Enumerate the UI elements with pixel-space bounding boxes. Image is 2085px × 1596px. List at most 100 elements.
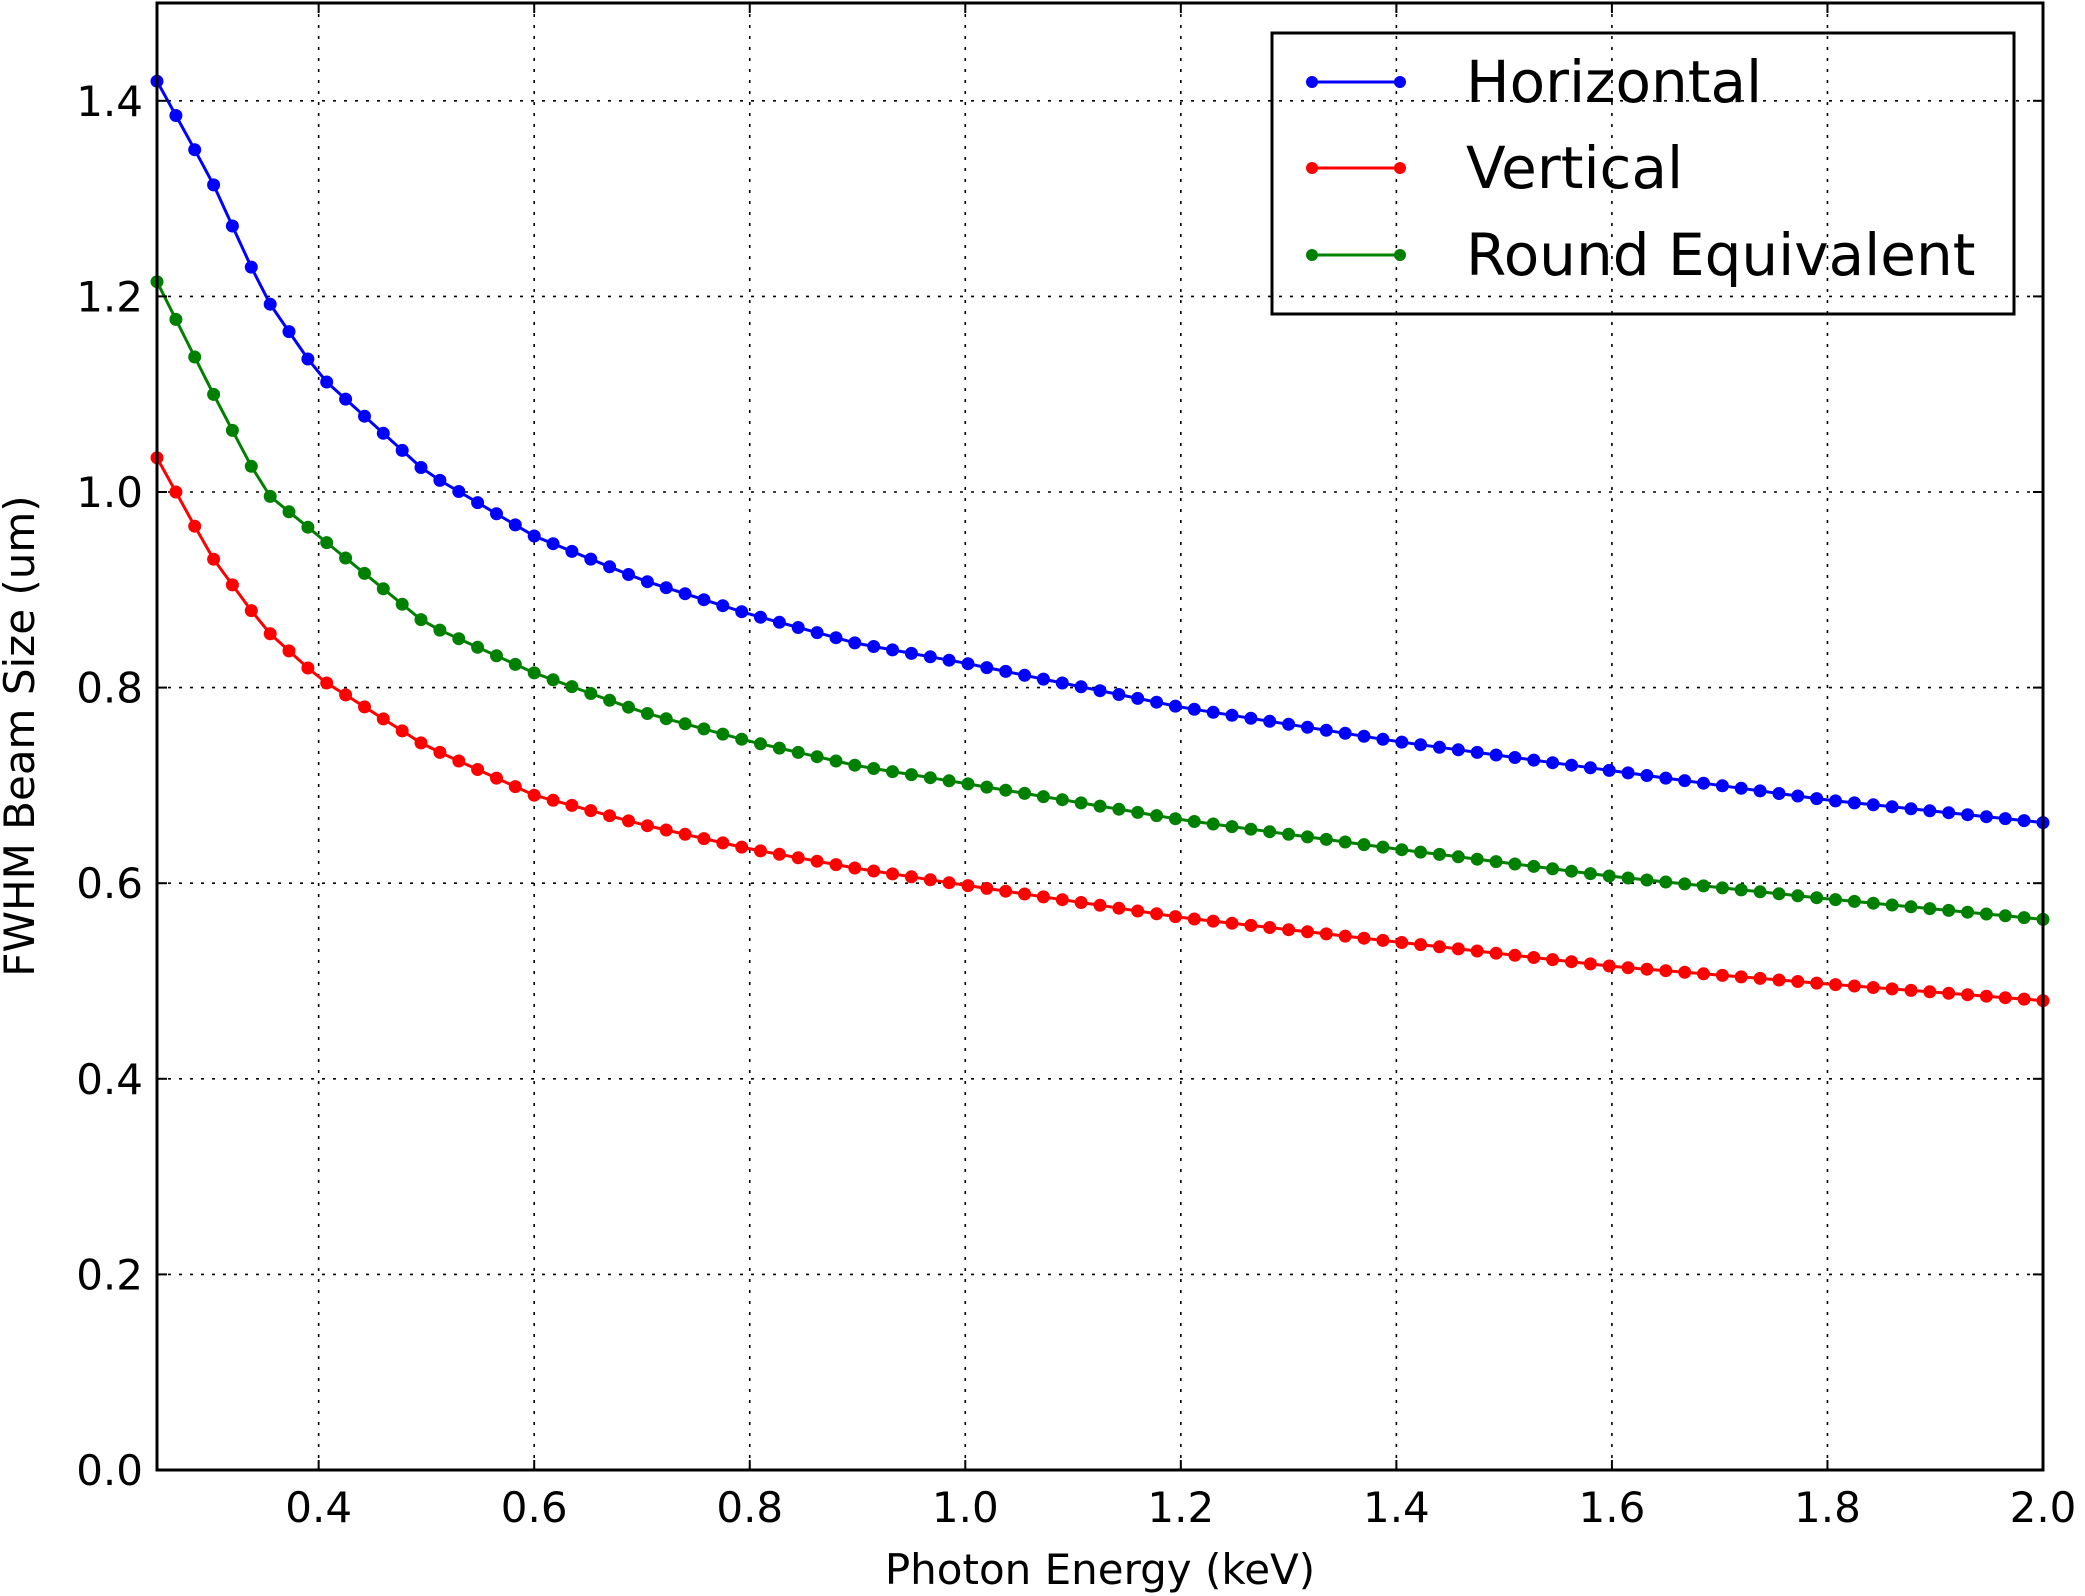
data-point-vertical: [735, 840, 749, 854]
data-point-vertical: [1187, 912, 1201, 926]
series-horizontal: [150, 74, 2050, 830]
data-point-round-equivalent: [754, 737, 767, 751]
data-point-horizontal: [1602, 763, 1616, 777]
data-point-horizontal: [980, 661, 994, 675]
y-tick-label: 0.2: [76, 1250, 143, 1299]
data-point-round-equivalent: [1131, 805, 1145, 819]
data-point-round-equivalent: [1829, 893, 1842, 907]
data-point-horizontal: [1753, 784, 1767, 798]
data-point-round-equivalent: [1583, 867, 1597, 881]
data-point-round-equivalent: [1112, 802, 1126, 816]
data-point-round-equivalent: [1168, 812, 1182, 826]
data-point-round-equivalent: [1055, 793, 1069, 807]
data-point-vertical: [1225, 916, 1239, 930]
data-point-horizontal: [1489, 748, 1503, 762]
data-point-round-equivalent: [1301, 830, 1314, 844]
data-point-round-equivalent: [376, 582, 390, 596]
y-tick-label: 0.6: [76, 859, 143, 908]
data-point-vertical: [1659, 964, 1673, 978]
data-point-horizontal: [188, 143, 202, 157]
data-point-round-equivalent: [772, 741, 786, 755]
data-point-horizontal: [999, 664, 1013, 678]
data-point-vertical: [754, 844, 767, 858]
data-point-vertical: [1998, 991, 2012, 1005]
data-point-vertical: [1338, 929, 1352, 943]
data-point-vertical: [829, 858, 843, 872]
data-point-round-equivalent: [1018, 786, 1032, 800]
data-point-vertical: [791, 851, 805, 865]
data-point-vertical: [1263, 921, 1277, 934]
data-point-horizontal: [640, 575, 654, 589]
y-tick-label: 0.8: [76, 664, 143, 713]
data-point-round-equivalent: [1225, 820, 1239, 834]
data-point-round-equivalent: [659, 712, 673, 726]
x-axis-label: Photon Energy (keV): [885, 1545, 1315, 1594]
data-point-vertical: [659, 823, 673, 837]
data-point-vertical: [1847, 979, 1861, 993]
data-point-round-equivalent: [188, 350, 202, 364]
data-point-round-equivalent: [640, 707, 654, 720]
data-point-horizontal: [716, 599, 730, 613]
data-point-round-equivalent: [1904, 900, 1918, 914]
data-point-horizontal: [1357, 729, 1371, 743]
data-point-horizontal: [1923, 804, 1937, 818]
data-point-vertical: [1753, 971, 1767, 985]
data-point-round-equivalent: [1715, 881, 1729, 895]
data-point-round-equivalent: [603, 693, 617, 707]
data-point-horizontal: [207, 178, 221, 192]
data-point-round-equivalent: [1527, 859, 1541, 873]
data-point-round-equivalent: [339, 551, 353, 565]
data-point-round-equivalent: [791, 745, 805, 759]
legend-marker-vertical: [1306, 162, 1318, 174]
data-point-horizontal: [584, 552, 598, 566]
data-point-horizontal: [1772, 787, 1786, 800]
data-point-vertical: [848, 861, 862, 875]
data-point-vertical: [1527, 951, 1541, 964]
data-point-vertical: [1357, 931, 1371, 945]
data-point-vertical: [1508, 948, 1522, 962]
data-point-horizontal: [1961, 808, 1975, 822]
legend-marker-horizontal: [1306, 76, 1318, 88]
x-tick-label: 1.8: [1794, 1483, 1861, 1532]
data-point-horizontal: [942, 653, 956, 667]
data-point-vertical: [999, 884, 1013, 898]
data-point-vertical: [1697, 967, 1710, 981]
data-point-round-equivalent: [1885, 898, 1899, 912]
data-point-horizontal: [1282, 717, 1296, 731]
legend-label-horizontal: Horizontal: [1466, 48, 1762, 116]
data-point-vertical: [772, 847, 786, 861]
data-point-round-equivalent: [1659, 875, 1673, 889]
data-point-horizontal: [508, 518, 522, 532]
data-point-vertical: [1829, 978, 1842, 992]
data-point-round-equivalent: [1565, 864, 1578, 878]
data-point-vertical: [169, 485, 183, 499]
data-point-vertical: [622, 814, 635, 828]
data-point-horizontal: [1414, 738, 1428, 752]
data-point-round-equivalent: [1319, 832, 1333, 846]
data-point-round-equivalent: [1621, 871, 1635, 885]
data-point-vertical: [1470, 944, 1484, 958]
data-point-horizontal: [1187, 702, 1201, 716]
data-point-round-equivalent: [301, 520, 315, 534]
data-point-horizontal: [1866, 798, 1880, 812]
data-point-horizontal: [1527, 753, 1541, 767]
data-point-vertical: [1244, 918, 1258, 932]
data-point-horizontal: [169, 109, 183, 122]
data-point-round-equivalent: [942, 774, 956, 788]
data-point-vertical: [904, 870, 918, 884]
data-point-horizontal: [225, 219, 239, 233]
data-point-round-equivalent: [1395, 843, 1409, 857]
data-point-round-equivalent: [1979, 907, 1993, 921]
data-point-horizontal: [1451, 743, 1465, 757]
data-point-horizontal: [848, 636, 862, 650]
data-point-horizontal: [1791, 789, 1805, 803]
data-point-round-equivalent: [282, 505, 296, 519]
data-point-vertical: [867, 864, 881, 878]
data-point-vertical: [923, 873, 937, 887]
data-point-horizontal: [697, 593, 711, 607]
data-point-horizontal: [565, 544, 579, 558]
data-point-round-equivalent: [678, 717, 692, 731]
data-point-vertical: [1074, 896, 1088, 909]
data-point-horizontal: [772, 615, 786, 629]
